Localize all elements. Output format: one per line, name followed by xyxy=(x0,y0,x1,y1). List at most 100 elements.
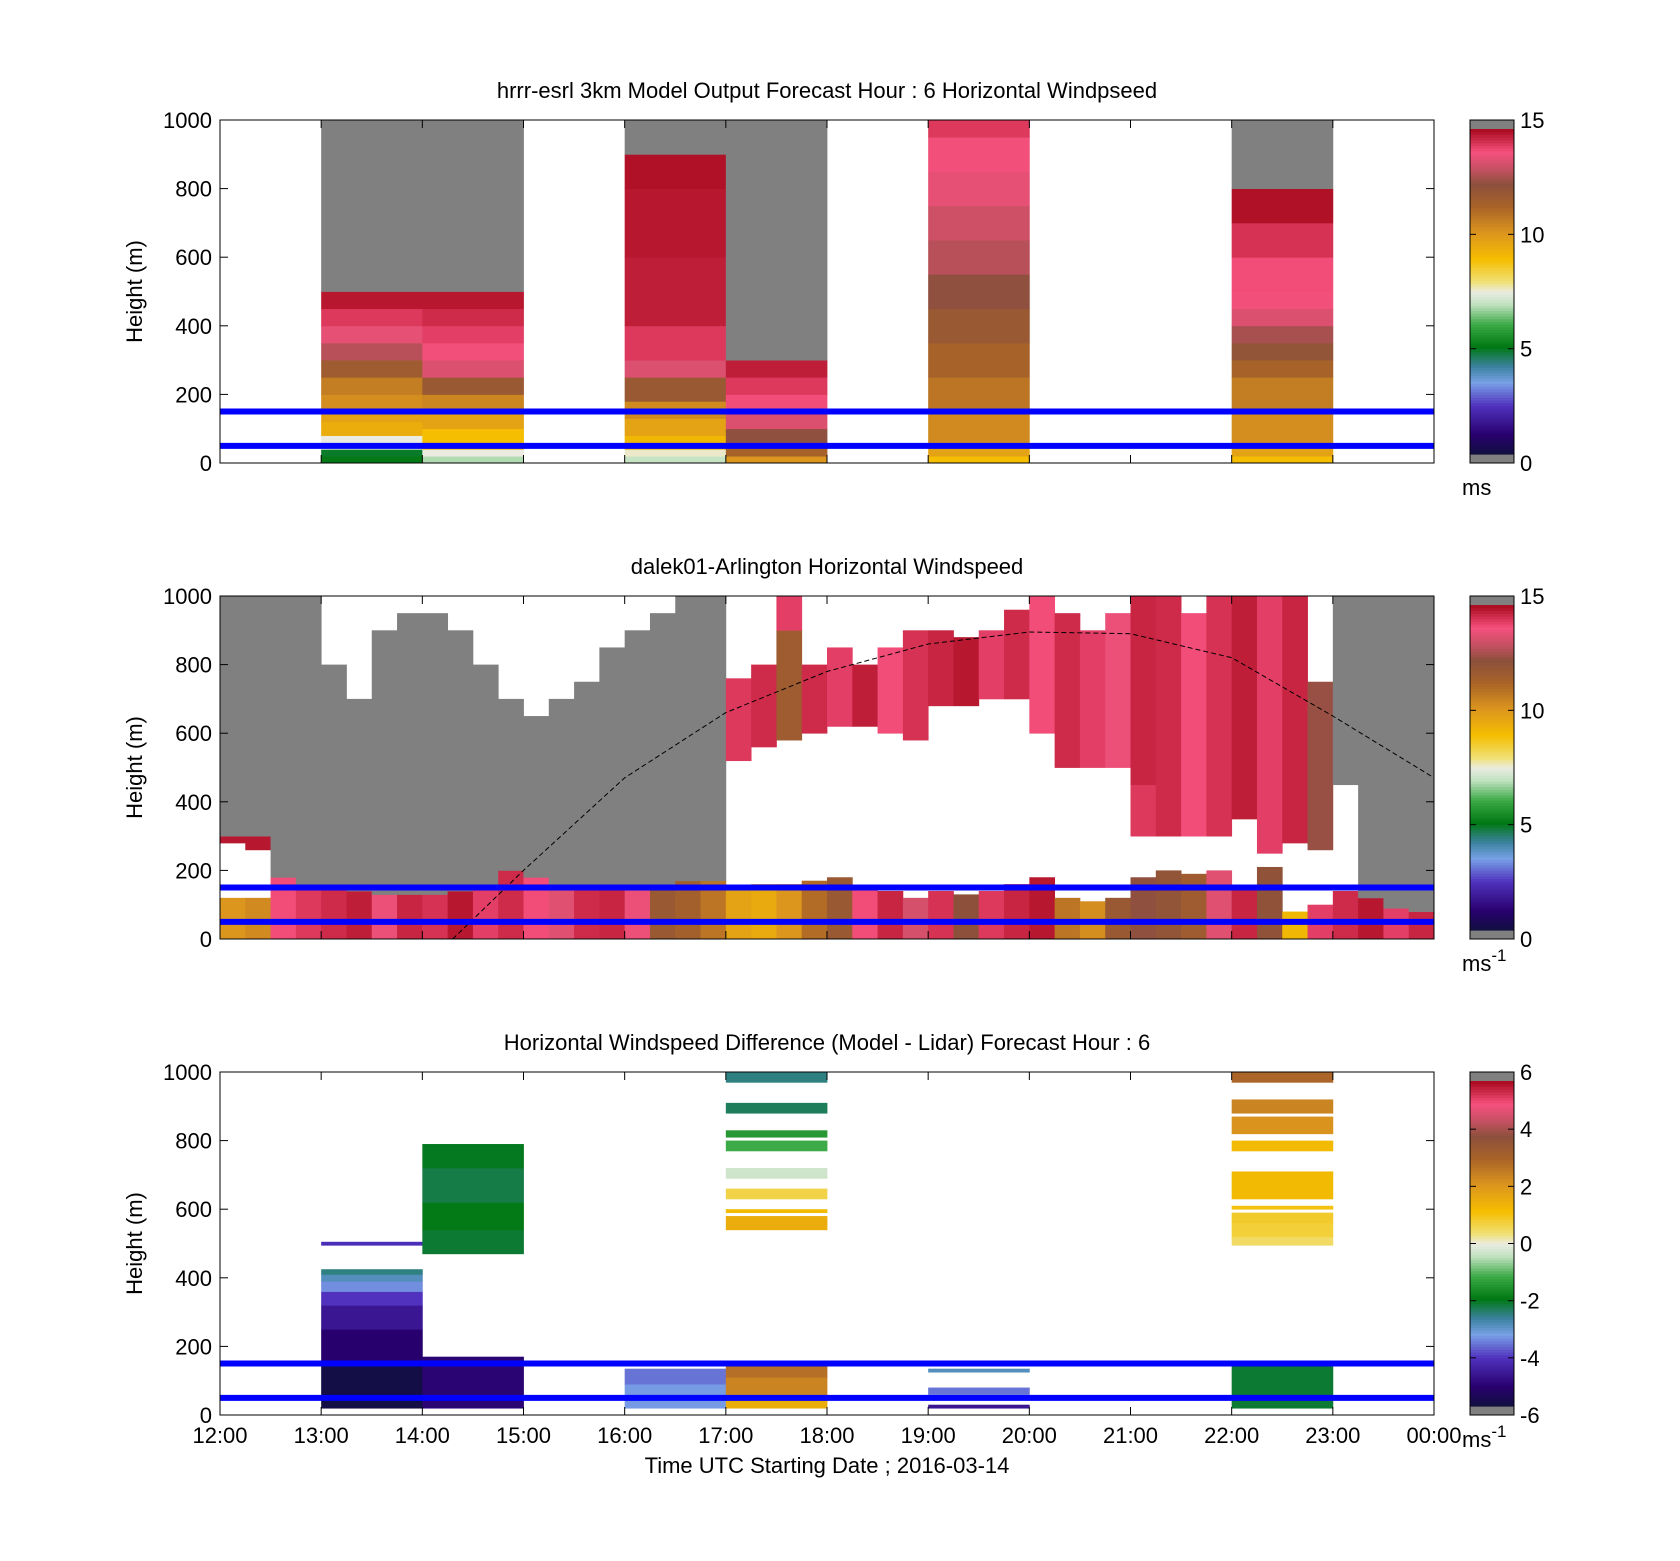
colorbar-segment xyxy=(1470,310,1514,314)
colorbar-segment xyxy=(1470,626,1514,630)
heatmap-cell xyxy=(1231,1236,1334,1246)
heatmap-cell xyxy=(928,377,1030,412)
colorbar-segment xyxy=(1470,789,1514,793)
colorbar-tick-label: 5 xyxy=(1520,813,1532,838)
colorbar-segment xyxy=(1470,169,1514,173)
colorbar-segment xyxy=(1470,794,1514,798)
colorbar-segment xyxy=(1470,1262,1514,1266)
colorbar-segment xyxy=(1470,694,1514,698)
colorbar-segment xyxy=(1470,1276,1514,1280)
heatmap-cell xyxy=(1231,342,1334,361)
heatmap-cell xyxy=(397,613,423,895)
heatmap-cell xyxy=(928,120,1030,138)
heatmap-cell xyxy=(1231,257,1334,292)
heatmap-cell xyxy=(1332,890,1359,940)
heatmap-cell xyxy=(624,188,727,258)
heatmap-cell xyxy=(422,1229,524,1255)
colorbar-segment xyxy=(1470,1303,1514,1307)
colorbar-tick-label: 10 xyxy=(1520,698,1544,723)
y-tick-label: 800 xyxy=(175,1129,212,1154)
colorbar: 0 5 10 15 ms-1 xyxy=(1462,584,1544,976)
colorbar-segment xyxy=(1470,821,1514,825)
colorbar-segment xyxy=(1470,1159,1514,1163)
heatmap-cell xyxy=(346,890,373,940)
heatmap-cell xyxy=(1155,870,1182,940)
colorbar-segment xyxy=(1470,1267,1514,1272)
x-tick-label: 23:00 xyxy=(1305,1423,1360,1448)
colorbar-segment xyxy=(1470,1365,1514,1369)
heatmap-cell xyxy=(725,1102,828,1114)
heatmap-cell xyxy=(599,647,626,888)
y-tick-label: 800 xyxy=(175,653,212,678)
colorbar-tick-label: -4 xyxy=(1520,1346,1540,1371)
colorbar-segment xyxy=(1470,156,1514,160)
colorbar-segment xyxy=(1470,829,1514,834)
colorbar-segment xyxy=(1470,361,1514,366)
colorbar-segment xyxy=(1470,786,1514,790)
heatmap-cell xyxy=(295,887,322,940)
heatmap-cell xyxy=(1206,596,1233,837)
heatmap-cell xyxy=(270,596,297,878)
colorbar-segment xyxy=(1470,908,1514,912)
colorbar-segment xyxy=(1470,275,1514,279)
heatmap-cell xyxy=(321,377,423,395)
colorbar-segment xyxy=(1470,905,1514,909)
colorbar-segment xyxy=(1470,305,1514,309)
colorbar-segment xyxy=(1470,161,1514,165)
heatmap-cell xyxy=(928,308,1030,344)
heatmap-cell xyxy=(725,1130,828,1138)
colorbar-segment xyxy=(1470,659,1514,663)
colorbar-segment xyxy=(1470,231,1514,236)
colorbar-segment xyxy=(1470,837,1514,842)
colorbar-segment xyxy=(1470,280,1514,284)
colorbar-segment xyxy=(1470,286,1514,290)
heatmap-cell xyxy=(498,870,524,940)
colorbar-segment xyxy=(1470,732,1514,736)
colorbar-segment xyxy=(1470,351,1514,355)
y-tick-label: 600 xyxy=(175,1197,212,1222)
colorbar-segment xyxy=(1470,440,1514,444)
colorbar-segment xyxy=(1470,1292,1514,1296)
colorbar-segment xyxy=(1470,1113,1514,1117)
colorbar-segment xyxy=(1470,802,1514,807)
colorbar-segment xyxy=(1470,1349,1514,1353)
heatmap-cell xyxy=(397,894,423,940)
colorbar-segment xyxy=(1470,158,1514,163)
heatmap-cell xyxy=(1231,456,1334,464)
colorbar-segment xyxy=(1470,921,1514,926)
heatmap-cell xyxy=(321,1281,423,1292)
colorbar-segment xyxy=(1470,1232,1514,1236)
colorbar-segment xyxy=(1470,707,1514,712)
colorbar-segment xyxy=(1470,680,1514,685)
heatmap-cell xyxy=(1231,1140,1334,1152)
colorbar-segment xyxy=(1470,718,1514,723)
colorbar-segment xyxy=(1470,294,1514,298)
colorbar-segment xyxy=(1470,207,1514,211)
colorbar-segment xyxy=(1470,1137,1514,1142)
colorbar-segment xyxy=(1470,1140,1514,1144)
colorbar-segment xyxy=(1470,261,1514,266)
colorbar-segment xyxy=(1470,402,1514,406)
colorbar-segment xyxy=(1470,865,1514,869)
heatmap-cell xyxy=(422,377,524,395)
colorbar-segment xyxy=(1470,386,1514,390)
colorbar-segment xyxy=(1470,737,1514,742)
heatmap-cell xyxy=(725,1140,828,1152)
heatmap-cell xyxy=(725,377,828,395)
heatmap-cell xyxy=(928,456,1030,464)
colorbar-segment xyxy=(1470,800,1514,804)
colorbar-segment xyxy=(1470,267,1514,271)
colorbar-segment xyxy=(1470,724,1514,728)
colorbar-segment xyxy=(1470,1175,1514,1180)
colorbar-segment xyxy=(1470,1127,1514,1131)
heatmap-cell xyxy=(245,596,271,837)
heatmap-cell xyxy=(725,1072,828,1083)
heatmap-cell xyxy=(624,377,727,402)
colorbar-unit-exponent: -1 xyxy=(1491,946,1506,965)
colorbar-segment xyxy=(1470,145,1514,149)
colorbar-segment xyxy=(1470,129,1514,133)
colorbar-segment xyxy=(1470,315,1514,320)
y-axis-label: Height (m) xyxy=(122,240,147,343)
colorbar-segment xyxy=(1470,1229,1514,1234)
heatmap-cells xyxy=(321,120,1334,464)
